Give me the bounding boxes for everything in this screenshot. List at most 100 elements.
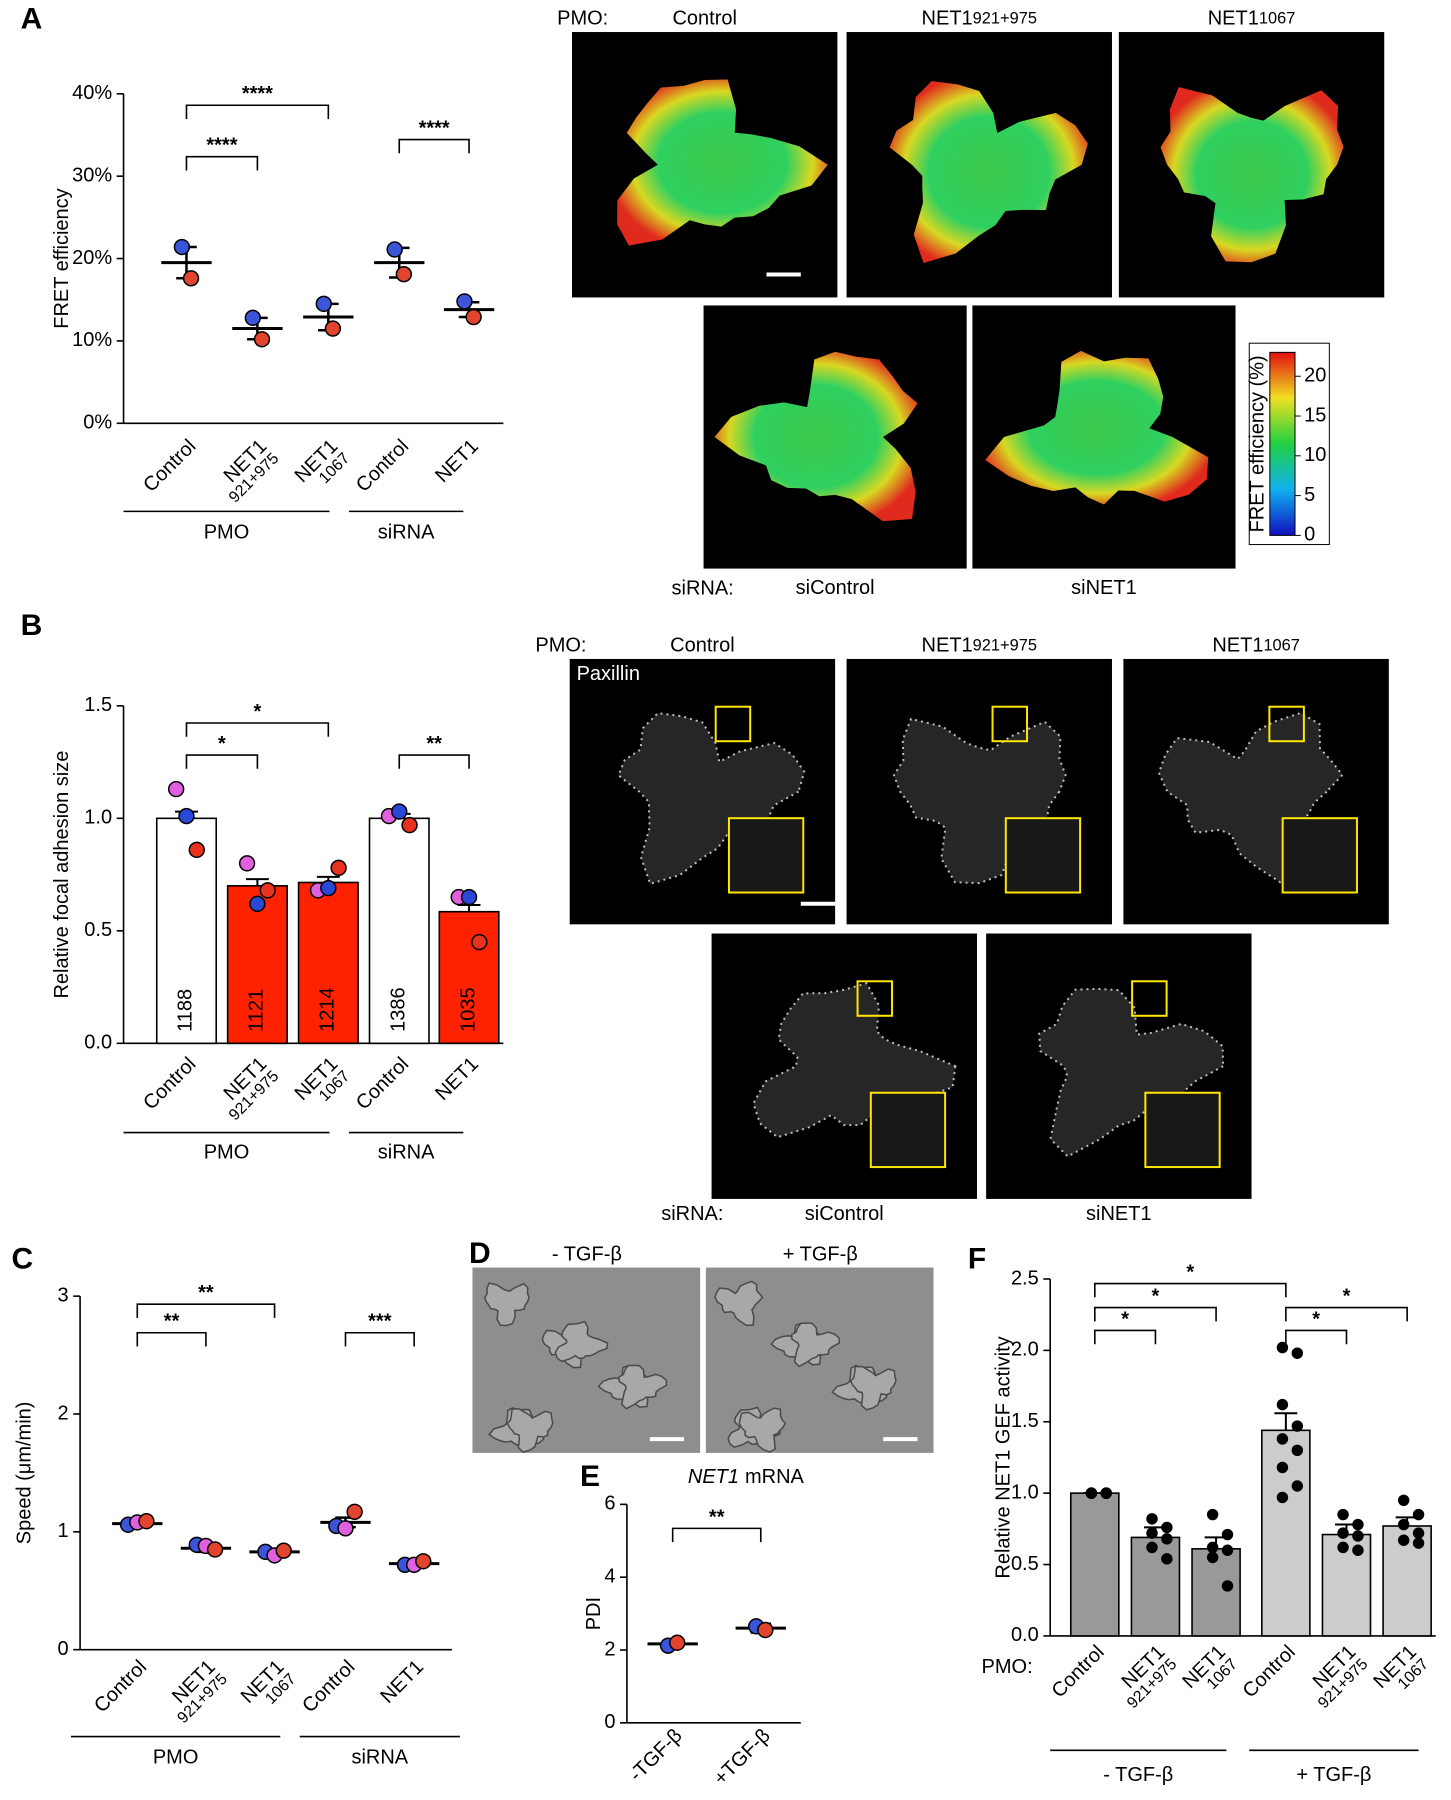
y-tick-label: 0.0 bbox=[1011, 1624, 1039, 1646]
image-label: - TGF-β bbox=[552, 1243, 622, 1265]
data-point bbox=[1221, 1544, 1234, 1556]
significance-bracket bbox=[344, 1331, 415, 1347]
panel-label: B bbox=[21, 609, 43, 642]
group-label: - TGF-β bbox=[1103, 1764, 1173, 1786]
x-tick-label: Control bbox=[90, 1656, 151, 1717]
significance-bracket bbox=[185, 104, 330, 119]
x-tick-label: NET1921+975 bbox=[212, 436, 283, 507]
image-label: NET1921+975 bbox=[922, 8, 1037, 30]
replicate-point bbox=[275, 1542, 292, 1559]
significance-label: * bbox=[1152, 1286, 1160, 1308]
x-tick-label: NET11067 bbox=[1370, 1641, 1433, 1704]
x-tick-label: NET1921+975 bbox=[1110, 1641, 1181, 1712]
significance-label: ** bbox=[709, 1506, 725, 1528]
y-tick-label: 2 bbox=[58, 1402, 69, 1424]
cell bbox=[1038, 987, 1225, 1158]
image-label-name: NET1 bbox=[922, 8, 973, 30]
y-tick-label: 0.5 bbox=[84, 919, 112, 941]
image-label: NET11067 bbox=[1208, 8, 1296, 30]
significance-bracket bbox=[398, 754, 470, 769]
category-name: Control bbox=[352, 436, 413, 497]
data-point bbox=[1221, 1580, 1234, 1592]
n-label: 1035 bbox=[457, 987, 479, 1032]
bar bbox=[155, 817, 218, 1045]
inset-box bbox=[869, 1091, 947, 1169]
image-label-name: Control bbox=[672, 8, 736, 30]
bar bbox=[1130, 1536, 1181, 1637]
image-label-sub: 1067 bbox=[1263, 637, 1299, 655]
category-name: -TGF-β bbox=[625, 1725, 686, 1786]
bar bbox=[438, 910, 500, 1045]
category-name: NET1 bbox=[431, 436, 483, 488]
significance-label: * bbox=[218, 733, 226, 755]
data-point bbox=[1276, 1398, 1289, 1411]
x-tick-label: NET1 bbox=[377, 1656, 429, 1708]
image-label: siNET1 bbox=[1071, 577, 1137, 599]
y-axis-label: FRET efficiency bbox=[51, 188, 73, 328]
group-label: PMO bbox=[204, 521, 250, 543]
roi-box bbox=[1131, 980, 1168, 1017]
roi-box bbox=[991, 705, 1029, 743]
replicate-point bbox=[415, 1553, 432, 1570]
bar bbox=[226, 885, 288, 1045]
replicate-point bbox=[188, 841, 205, 859]
data-point bbox=[1352, 1544, 1364, 1556]
cell bbox=[617, 79, 828, 246]
image-label: siControl bbox=[796, 577, 875, 599]
significance-bracket bbox=[1094, 1329, 1157, 1345]
image-row-prefix: PMO: bbox=[557, 8, 608, 30]
panel-label: C bbox=[11, 1243, 33, 1276]
replicate-point bbox=[167, 780, 185, 798]
data-point bbox=[1337, 1527, 1349, 1539]
x-tick-label: NET11067 bbox=[291, 436, 354, 499]
significance-bracket bbox=[1094, 1282, 1287, 1298]
data-point bbox=[1291, 1347, 1304, 1359]
y-tick-label: 4 bbox=[604, 1565, 615, 1587]
image-label: siControl bbox=[805, 1203, 884, 1225]
category-name: Control bbox=[1239, 1641, 1300, 1702]
image-label-name: siControl bbox=[796, 577, 875, 599]
cell bbox=[1160, 87, 1344, 263]
significance-label: ** bbox=[164, 1311, 180, 1333]
y-tick-label: 0.0 bbox=[84, 1032, 112, 1054]
error-bar bbox=[457, 903, 481, 912]
replicate-point bbox=[244, 309, 262, 327]
category-name: Control bbox=[90, 1656, 151, 1717]
y-axis-label: Relative focal adhesion size bbox=[51, 751, 73, 999]
x-tick-label: Control bbox=[352, 436, 413, 497]
x-tick-label: NET11067 bbox=[291, 1053, 354, 1116]
title-gene: NET1 bbox=[688, 1466, 739, 1488]
significance-bracket bbox=[398, 138, 470, 154]
data-point bbox=[1206, 1508, 1219, 1521]
significance-label: **** bbox=[206, 135, 237, 157]
colorbar-label: FRET efficiency (%) bbox=[1247, 355, 1269, 532]
significance-label: ** bbox=[426, 733, 442, 755]
chart-title: NET1 mRNA bbox=[688, 1466, 805, 1488]
colorbar-tick-label: 10 bbox=[1304, 444, 1326, 466]
y-tick-label: 10% bbox=[72, 329, 112, 351]
y-tick-label: 30% bbox=[72, 164, 112, 186]
x-tick-label: Control bbox=[1048, 1641, 1109, 1702]
inset-box bbox=[1144, 1091, 1221, 1169]
category-name: Control bbox=[139, 436, 200, 497]
replicate-point bbox=[206, 1541, 224, 1558]
significance-label: * bbox=[1186, 1262, 1194, 1284]
error-bar bbox=[245, 878, 269, 886]
replicate-point bbox=[346, 1503, 363, 1520]
panel-label: A bbox=[21, 3, 43, 36]
roi-box bbox=[1268, 705, 1305, 743]
replicate-point bbox=[173, 238, 191, 256]
x-tick-label: NET11067 bbox=[1179, 1641, 1242, 1704]
cell bbox=[849, 1365, 897, 1411]
replicate-point bbox=[669, 1634, 686, 1651]
y-tick-label: 1.0 bbox=[1011, 1481, 1039, 1503]
category-name: Control bbox=[139, 1053, 200, 1114]
data-point bbox=[1337, 1541, 1349, 1554]
significance-label: *** bbox=[368, 1311, 392, 1333]
replicate-point bbox=[337, 1520, 354, 1537]
image-label: NET1921+975 bbox=[922, 635, 1037, 657]
data-point bbox=[1412, 1508, 1425, 1521]
x-tick-label: Control bbox=[139, 436, 200, 497]
image-label-name: siNET1 bbox=[1071, 577, 1137, 599]
